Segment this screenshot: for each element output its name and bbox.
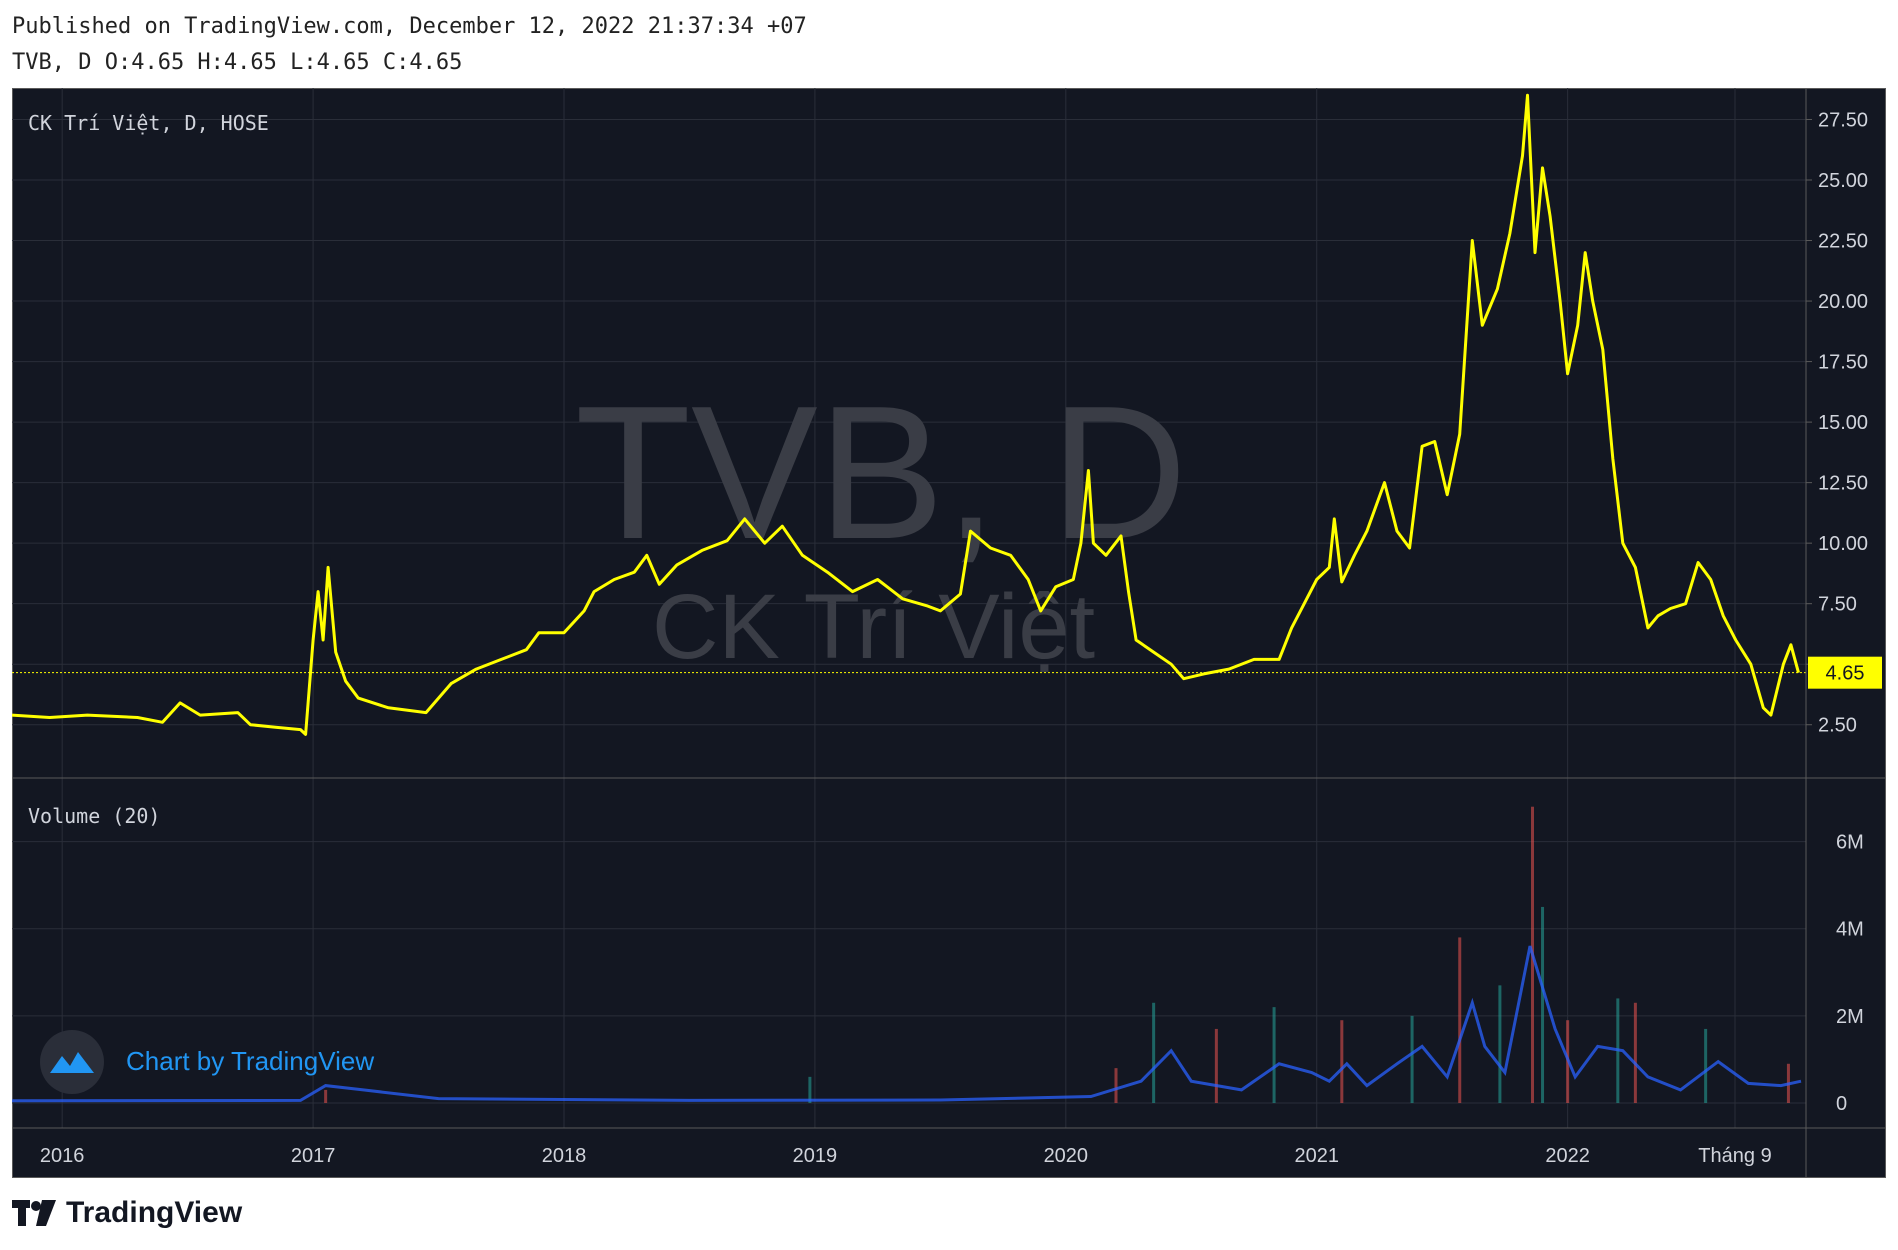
price-series-line bbox=[12, 93, 1800, 736]
volume-label[interactable]: Volume (20) bbox=[28, 804, 160, 828]
watermark-symbol: TVB, D bbox=[575, 367, 1187, 579]
volume-bar bbox=[1704, 1028, 1708, 1103]
ohlc-header: TVB, D O:4.65 H:4.65 L:4.65 C:4.65 bbox=[12, 50, 463, 75]
published-header: Published on TradingView.com, December 1… bbox=[12, 14, 807, 39]
price-tick-label: 22.50 bbox=[1818, 231, 1868, 253]
volume-bars bbox=[324, 806, 1790, 1103]
time-tick-label: 2018 bbox=[542, 1145, 587, 1167]
time-tick-label: Tháng 9 bbox=[1698, 1145, 1771, 1167]
time-tick-label: 2022 bbox=[1545, 1145, 1590, 1167]
last-price-badge: 4.65 bbox=[1808, 656, 1882, 689]
volume-tick-label: 0 bbox=[1836, 1093, 1847, 1115]
volume-bar bbox=[1410, 1015, 1414, 1103]
footer-brand[interactable]: TradingView bbox=[12, 1196, 242, 1230]
last-price-label: 4.65 bbox=[1826, 663, 1865, 685]
volume-ma-line bbox=[12, 945, 1802, 1103]
time-tick-label: 2019 bbox=[793, 1145, 838, 1167]
volume-bar bbox=[1633, 1002, 1637, 1103]
time-tick-label: 2021 bbox=[1294, 1145, 1339, 1167]
footer-brand-name: TradingView bbox=[66, 1196, 243, 1229]
time-tick-label: 2020 bbox=[1044, 1145, 1089, 1167]
price-tick-label: 2.50 bbox=[1818, 715, 1857, 737]
price-axis[interactable]: 2.505.007.5010.0012.5015.0017.5020.0022.… bbox=[1806, 109, 1868, 737]
time-axis[interactable]: 2016 2017 2018 2019 2020 2021 2022 Tháng 9 bbox=[40, 1145, 1772, 1167]
price-tick-label: 20.00 bbox=[1818, 291, 1868, 313]
symbol-label[interactable]: CK Trí Việt, D, HOSE bbox=[28, 111, 269, 135]
volume-bar bbox=[1340, 1020, 1344, 1103]
price-tick-label: 17.50 bbox=[1818, 352, 1868, 374]
volume-bar bbox=[1214, 1028, 1218, 1103]
attribution-text: Chart by TradingView bbox=[126, 1046, 374, 1076]
price-tick-label: 7.50 bbox=[1818, 594, 1857, 616]
volume-bar bbox=[1152, 1002, 1156, 1103]
time-tick-label: 2016 bbox=[40, 1145, 85, 1167]
attribution-badge[interactable]: Chart by TradingView bbox=[40, 1030, 374, 1094]
volume-bar bbox=[1272, 1007, 1276, 1103]
tradingview-cloud-icon bbox=[40, 1030, 104, 1094]
volume-bar bbox=[1498, 985, 1502, 1103]
volume-axis[interactable]: 0 2M 4M 6M bbox=[1836, 832, 1864, 1115]
volume-tick-label: 2M bbox=[1836, 1006, 1864, 1028]
volume-bar bbox=[324, 1089, 328, 1103]
price-tick-label: 15.00 bbox=[1818, 412, 1868, 434]
volume-bar bbox=[1114, 1068, 1118, 1103]
chart-canvas[interactable]: TVB, D CK Trí Việt 2.505.007.5010.0012.5… bbox=[12, 88, 1886, 1178]
watermark-name: CK Trí Việt bbox=[652, 576, 1095, 678]
volume-bar bbox=[1541, 906, 1545, 1103]
volume-bar bbox=[1458, 937, 1462, 1103]
price-tick-label: 10.00 bbox=[1818, 533, 1868, 555]
volume-tick-label: 4M bbox=[1836, 919, 1864, 941]
tradingview-logo-icon bbox=[12, 1200, 56, 1226]
volume-bar bbox=[808, 1076, 812, 1103]
price-tick-label: 27.50 bbox=[1818, 109, 1868, 131]
price-tick-label: 12.50 bbox=[1818, 473, 1868, 495]
volume-tick-label: 6M bbox=[1836, 832, 1864, 854]
time-tick-label: 2017 bbox=[291, 1145, 336, 1167]
price-tick-label: 25.00 bbox=[1818, 170, 1868, 192]
